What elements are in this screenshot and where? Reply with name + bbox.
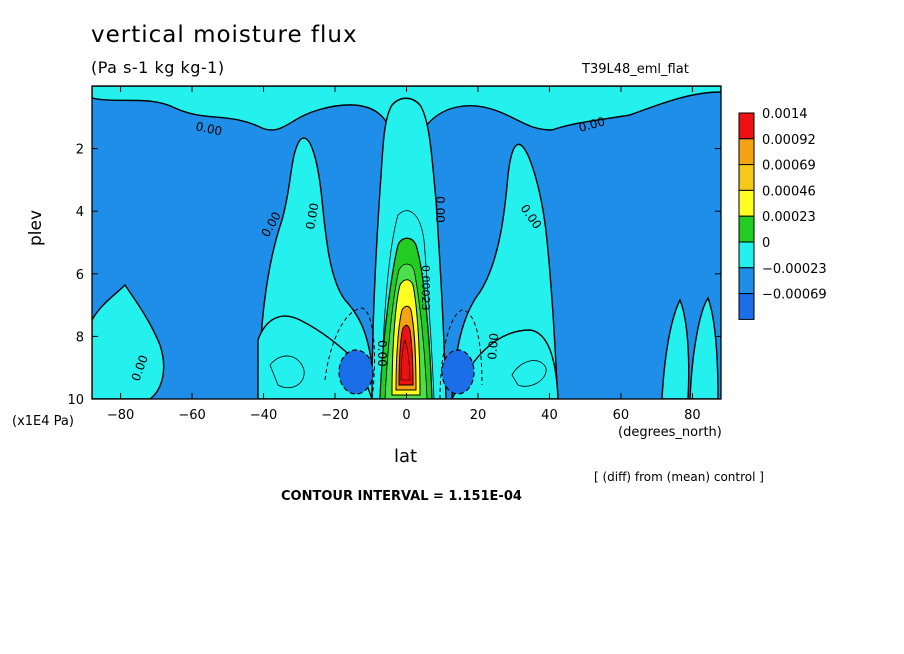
colorbar-swatch [738,112,755,140]
diff-note: [ (diff) from (mean) control ] [594,470,764,484]
far-right-cyan-lobe-a [661,298,690,399]
y-axis-label: plev [26,209,46,246]
colorbar-label: 0 [762,236,770,251]
x-tick-label: 0 [402,408,410,423]
x-tick-label: −20 [321,408,348,423]
colorbar-label: −0.00069 [762,288,827,303]
x-axis-label: lat [394,446,418,467]
x-axis: −80 −60 −40 −20 0 20 40 60 80 [107,86,701,423]
y-tick-label: 2 [76,143,84,158]
colorbar-swatch [738,293,755,320]
contour-label: 0.00023 [419,265,432,311]
y-tick-label: 6 [76,268,84,283]
negative-blob-right [441,349,475,395]
contour-label: 0.00 [485,332,501,360]
far-right-cyan-lobe-b [689,296,719,399]
x-tick-label: −40 [250,408,277,423]
run-label: T39L48_eml_flat [582,62,689,77]
colorbar-swatch [738,241,755,269]
x-tick-label: 80 [684,408,701,423]
colorbar-label: −0.00023 [762,262,827,277]
colorbar-label: 0.0014 [762,107,808,122]
contour-field [92,86,721,399]
x-tick-label: 40 [541,408,558,423]
contour-label: 0.00 [433,196,447,223]
contour-label: 0.00 [577,114,606,134]
page-title: vertical moisture flux [91,22,358,48]
colorbar-label: 0.00069 [762,159,816,174]
red-core-inner [400,339,411,381]
dashed-loop-left [324,307,375,399]
y-tick-label: 8 [76,330,84,345]
contour-interval: CONTOUR INTERVAL = 1.151E-04 [281,489,522,504]
contour-label: 0.00 [194,119,223,138]
dashed-loop-right [439,309,483,399]
colorbar-label: 0.00092 [762,133,816,148]
colorbar-swatch [738,267,755,295]
thin-loop-left [269,355,305,389]
colorbar-label: 0.00023 [762,210,816,225]
x-unit-note: (degrees_north) [618,425,722,440]
inner-contour-1 [381,210,435,399]
units-label: (Pa s-1 kg kg-1) [91,58,225,77]
colorbar: 0.0014 0.00092 0.00069 0.00046 0.00023 0 −0.00… [738,107,827,320]
x-tick-label: 60 [613,408,630,423]
x-tick-label: −60 [178,408,205,423]
colorbar-swatch [738,189,755,217]
x-tick-label: 20 [470,408,487,423]
colorbar-swatch [738,138,755,166]
negative-blob-left [338,349,374,395]
thin-loop-right [511,360,547,387]
y-unit-note: (x1E4 Pa) [12,414,74,429]
colorbar-swatch [738,215,755,243]
colorbar-label: 0.00046 [762,184,816,199]
x-tick-label: −80 [107,408,134,423]
far-left-cyan-lobe [92,283,165,399]
y-tick-label: 4 [76,205,84,220]
y-tick-label: 10 [67,393,84,408]
y-axis: 2 4 6 8 10 [67,143,721,408]
contour-label: 0.00 [303,202,321,231]
contour-label: 0.00 [375,340,389,367]
colorbar-swatch [738,164,755,191]
